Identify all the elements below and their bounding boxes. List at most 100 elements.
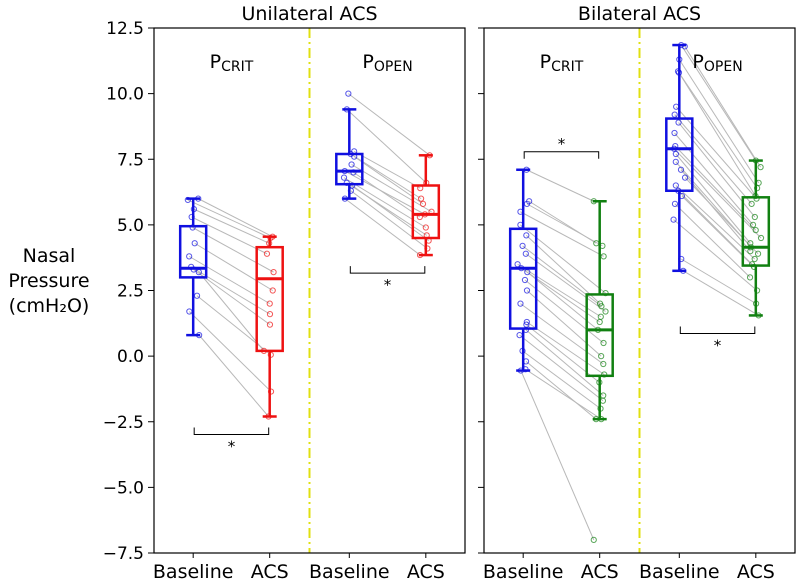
paired-line (675, 153, 751, 244)
acs-point (749, 221, 757, 228)
acs-point (269, 287, 276, 294)
paired-line (675, 185, 756, 260)
baseline-point (522, 250, 529, 257)
acs-box (585, 293, 614, 378)
acs-point (266, 311, 274, 318)
acs-point (598, 303, 605, 310)
x-tick-label: Baseline (483, 561, 564, 583)
baseline-point (517, 208, 524, 215)
panel-frame (483, 27, 796, 554)
acs-point (750, 263, 758, 270)
panel-frame (153, 27, 466, 554)
y-tick-label: 5.0 (117, 216, 144, 236)
paired-line (673, 148, 762, 239)
paired-line (526, 321, 605, 375)
y-tick-label: 2.5 (117, 282, 144, 302)
paired-line (344, 198, 421, 256)
acs-point (416, 213, 423, 221)
baseline-point (343, 106, 350, 113)
acs-point (752, 157, 759, 164)
paired-line (194, 242, 273, 291)
baseline-point (351, 153, 358, 160)
paired-line (526, 203, 603, 247)
baseline-point (347, 187, 354, 194)
acs-point (747, 248, 754, 255)
paired-line (525, 368, 602, 420)
baseline-point (191, 240, 198, 247)
acs-point (594, 326, 602, 333)
acs-point (263, 250, 271, 257)
group-label: POPEN (362, 51, 412, 75)
x-tick-label: Baseline (309, 561, 390, 583)
acs-point (600, 339, 607, 347)
baseline-point (671, 200, 679, 207)
baseline-point (517, 300, 524, 307)
paired-line (351, 185, 429, 242)
y-tick-label: −5.0 (103, 478, 144, 498)
x-tick-label: ACS (737, 561, 775, 583)
baseline-point (189, 224, 196, 231)
baseline-point (345, 90, 352, 97)
paired-line (520, 303, 604, 365)
baseline-point (523, 166, 530, 173)
acs-point (747, 240, 754, 247)
acs-point (746, 274, 754, 281)
group-label: POPEN (692, 51, 742, 75)
paired-line (188, 311, 272, 392)
significance-marker: * (384, 276, 392, 294)
group-label: PCRIT (540, 51, 584, 75)
x-tick-label: Baseline (639, 561, 720, 583)
y-axis-label-line: Nasal (23, 245, 76, 267)
baseline-point (517, 221, 524, 228)
paired-line (680, 258, 757, 305)
acs-point (753, 287, 761, 294)
paired-line (674, 114, 753, 205)
y-tick-label: −2.5 (103, 413, 144, 433)
paired-line (682, 270, 759, 316)
baseline-point (681, 174, 689, 181)
paired-line (190, 266, 271, 315)
y-axis-label: Nasal Pressure (cmH₂O) (8, 245, 89, 317)
baseline-point (190, 206, 197, 213)
baseline-point (523, 287, 531, 294)
significance-bracket (193, 427, 270, 435)
paired-line (684, 177, 759, 255)
baseline-point (523, 200, 531, 207)
x-tick-label: ACS (251, 561, 289, 583)
baseline-point (675, 187, 682, 194)
acs-point (757, 234, 765, 242)
acs-point (602, 308, 609, 315)
acs-point (600, 253, 607, 260)
baseline-point (193, 292, 201, 299)
paired-line (519, 334, 604, 402)
y-tick-label: 10.0 (106, 85, 144, 105)
x-tick-label: ACS (581, 561, 619, 583)
paired-line (196, 295, 272, 356)
paired-line (198, 334, 269, 417)
acs-point (423, 179, 430, 186)
acs-point (600, 360, 607, 368)
acs-point (752, 300, 760, 307)
acs-point (265, 413, 272, 420)
paired-line (684, 46, 762, 168)
acs-point (590, 198, 597, 205)
acs-point (417, 195, 425, 202)
acs-point (422, 224, 429, 231)
paired-line (678, 72, 756, 197)
significance-marker: * (228, 438, 236, 456)
paired-line (520, 224, 606, 294)
baseline-point (186, 308, 193, 315)
acs-point (593, 240, 600, 247)
acs-point (260, 347, 268, 354)
paired-line (673, 219, 758, 291)
paired-line (520, 211, 604, 257)
paired-line (524, 279, 604, 344)
paired-line (677, 190, 753, 265)
panel-bilateral-acs: Bilateral ACS Baseline ACS Baseline ACS PCRIT… (483, 3, 796, 583)
baseline-point (675, 119, 682, 126)
baseline-point (675, 69, 683, 76)
acs-point (597, 405, 604, 412)
acs-point (428, 208, 435, 215)
acs-point (419, 200, 427, 207)
acs-point (747, 244, 755, 251)
